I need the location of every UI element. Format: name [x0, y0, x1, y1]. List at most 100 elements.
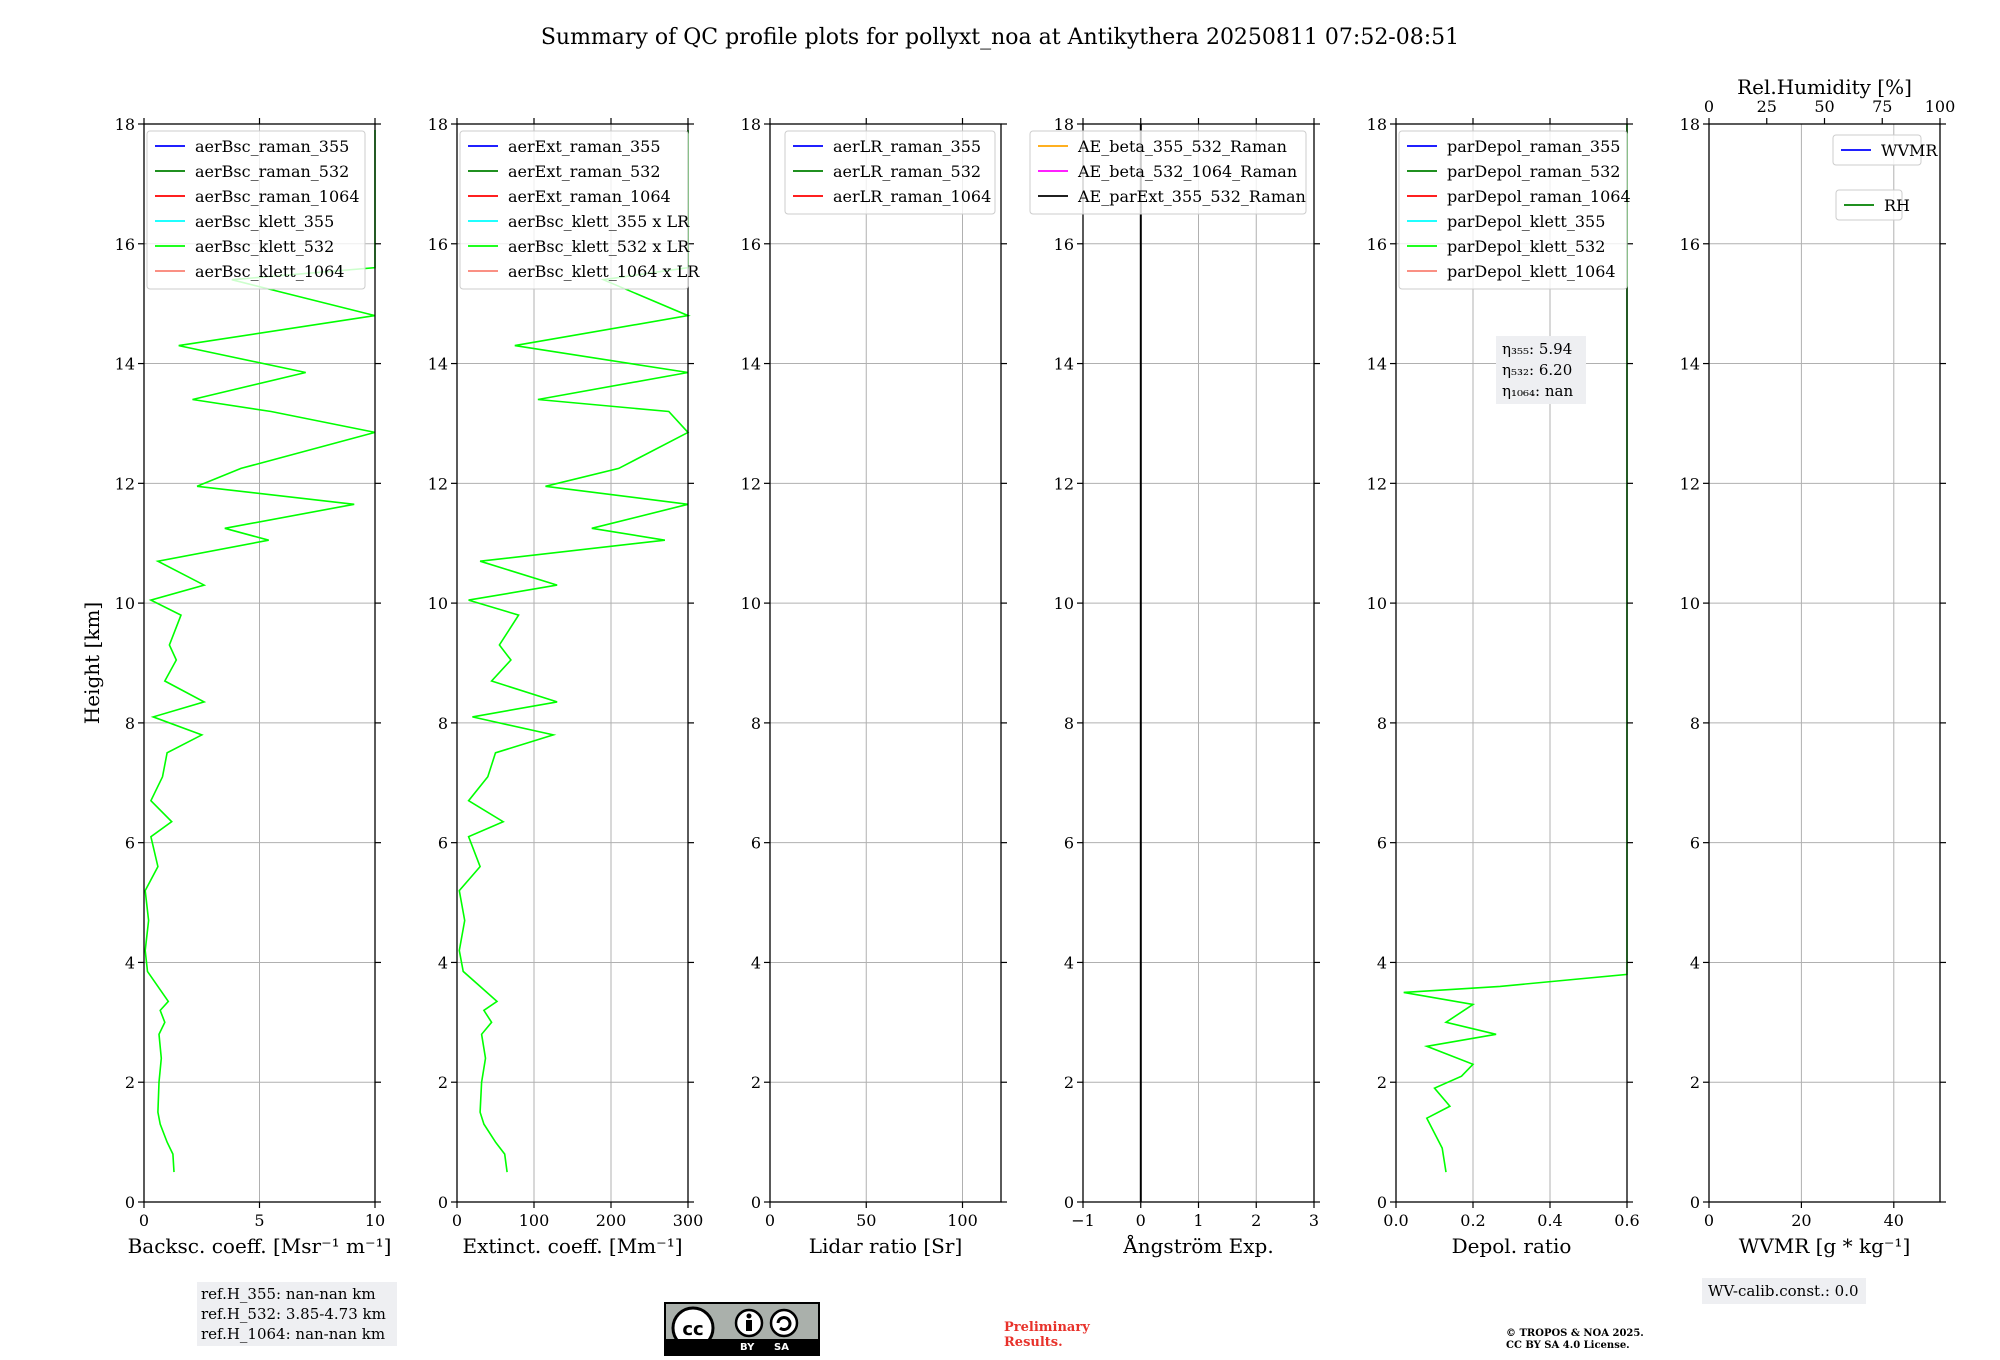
y-tick-label: 2	[1690, 1073, 1700, 1092]
legend-entry: parDepol_raman_355	[1447, 137, 1620, 156]
x2-tick-label: 100	[1925, 97, 1956, 116]
y-tick-label: 10	[741, 594, 761, 613]
y-tick-label: 14	[741, 355, 761, 374]
x-tick-label: 0	[1704, 1211, 1714, 1230]
legend-entry: aerBsc_klett_532 x LR	[508, 237, 690, 256]
x-tick-label: 100	[947, 1211, 978, 1230]
x2-axis-label: Rel.Humidity [%]	[1737, 75, 1912, 99]
y-tick-label: 14	[115, 355, 135, 374]
x-tick-label: 2	[1251, 1211, 1261, 1230]
wv-calibration-box: WV-calib.const.: 0.0	[1702, 1278, 1866, 1304]
legend-entry: aerLR_raman_355	[833, 137, 981, 156]
y-tick-label: 2	[438, 1073, 448, 1092]
y-tick-label: 8	[125, 714, 135, 733]
x-axis-label: Lidar ratio [Sr]	[809, 1234, 963, 1258]
legend-entry: parDepol_klett_532	[1447, 237, 1605, 256]
preliminary-line-2: Results.	[1004, 1335, 1063, 1350]
y-tick-label: 12	[1680, 474, 1700, 493]
legend: aerBsc_raman_355 aerBsc_raman_532 aerBsc_r…	[146, 130, 366, 290]
copyright-line-1: © TROPOS & NOA 2025.	[1506, 1328, 1644, 1339]
legend-box	[1398, 130, 1628, 290]
y-tick-label: 14	[1680, 355, 1700, 374]
y-tick-label: 12	[428, 474, 448, 493]
legend-entry: aerBsc_raman_1064	[195, 187, 360, 206]
legend-entry: parDepol_klett_355	[1447, 212, 1605, 231]
x-tick-label: 0	[1136, 1211, 1146, 1230]
x-axis-label: Depol. ratio	[1452, 1234, 1572, 1258]
depol-annotation-line: η₅₃₂: 6.20	[1502, 361, 1572, 379]
legend-entry: aerBsc_raman_532	[195, 162, 349, 181]
y-tick-label: 8	[751, 714, 761, 733]
y-tick-label: 14	[428, 355, 448, 374]
grid-lines	[1708, 123, 1940, 1203]
y-tick-label: 14	[1054, 355, 1074, 374]
legend-entry: parDepol_klett_1064	[1447, 262, 1616, 281]
legend-entry: aerExt_raman_1064	[508, 187, 671, 206]
y-tick-label: 18	[428, 115, 448, 134]
legend-entry: aerBsc_klett_355 x LR	[508, 212, 690, 231]
y-tick-label: 0	[1690, 1193, 1700, 1212]
depol-annotation-line: η₃₅₅: 5.94	[1502, 340, 1572, 358]
x-tick-label: 50	[856, 1211, 876, 1230]
copyright-line-2: CC BY SA 4.0 License.	[1506, 1340, 1630, 1351]
series-line-parDepol_klett_532	[1403, 124, 1628, 1173]
x-tick-label: 300	[673, 1211, 704, 1230]
legend-entry: AE_beta_532_1064_Raman	[1077, 162, 1297, 181]
y-tick-label: 6	[438, 834, 448, 853]
y-tick-label: 10	[428, 594, 448, 613]
x-tick-label: −1	[1071, 1211, 1095, 1230]
y-tick-label: 0	[438, 1193, 448, 1212]
legend-entry: aerBsc_raman_355	[195, 137, 349, 156]
y-tick-label: 6	[751, 834, 761, 853]
ref-height-1064: ref.H_1064: nan-nan km	[201, 1325, 386, 1343]
x2-tick-label: 25	[1757, 97, 1777, 116]
depol-annotation-box	[1496, 336, 1586, 404]
legend-box	[784, 130, 996, 215]
cc-sa-label: SA	[774, 1342, 789, 1353]
y-tick-label: 4	[751, 953, 761, 972]
y-tick-label: 4	[1377, 953, 1387, 972]
x2-tick-label: 0	[1704, 97, 1714, 116]
y-tick-label: 6	[1064, 834, 1074, 853]
copyright-note: © TROPOS & NOA 2025. CC BY SA 4.0 Licens…	[1506, 1328, 1644, 1352]
x-axis-label: WVMR [g * kg⁻¹]	[1739, 1234, 1911, 1258]
y-tick-label: 16	[1054, 235, 1074, 254]
y-tick-label: 8	[1064, 714, 1074, 733]
y-tick-label: 2	[751, 1073, 761, 1092]
legend-entry: AE_parExt_355_532_Raman	[1077, 187, 1306, 206]
y-tick-label: 16	[1367, 235, 1387, 254]
chart-panel-3: 0 2 4 6 8 10 12 14 16 18 0 50 100 Lidar ratio [Sr] aer…	[741, 115, 1007, 1258]
y-tick-label: 18	[1367, 115, 1387, 134]
x-tick-label: 0	[452, 1211, 462, 1230]
x-axis-label: Extinct. coeff. [Mm⁻¹]	[462, 1234, 682, 1258]
y-tick-label: 10	[1054, 594, 1074, 613]
y-tick-label: 2	[1064, 1073, 1074, 1092]
y-tick-label: 2	[1377, 1073, 1387, 1092]
chart-panel-5: 0 2 4 6 8 10 12 14 16 18 0.0 0.2 0.4 0.6 Depol. ratio p…	[1367, 115, 1640, 1258]
y-tick-label: 10	[1680, 594, 1700, 613]
y-tick-label: 4	[1064, 953, 1074, 972]
legend-entry: WVMR	[1881, 141, 1938, 160]
y-tick-label: 4	[1690, 953, 1700, 972]
y-tick-label: 0	[751, 1193, 761, 1212]
y-tick-label: 10	[115, 594, 135, 613]
x2-tick-label: 75	[1872, 97, 1892, 116]
y-tick-label: 12	[115, 474, 135, 493]
cc-strip	[666, 1339, 818, 1354]
legend-box	[459, 130, 689, 290]
legend: WVMR RH	[1832, 134, 1938, 221]
legend-entry: aerLR_raman_532	[833, 162, 981, 181]
y-tick-label: 6	[125, 834, 135, 853]
y-tick-label: 16	[1680, 235, 1700, 254]
axes-frame	[1708, 123, 1941, 1203]
legend-entry: aerExt_raman_532	[508, 162, 661, 181]
x-axis-label: Backsc. coeff. [Msr⁻¹ m⁻¹]	[128, 1234, 392, 1258]
ref-height-532: ref.H_532: 3.85-4.73 km	[201, 1305, 386, 1323]
axes-frame	[456, 123, 689, 1203]
y-tick-label: 2	[125, 1073, 135, 1092]
x-tick-label: 0.0	[1383, 1211, 1408, 1230]
series-line-aerBsc_klett_532 x LR	[458, 130, 691, 1173]
chart-panel-1: 0 2 4 6 8 10 12 14 16 18 0 5 10 Backsc. coeff. [Msr⁻¹…	[80, 115, 391, 1258]
y-tick-label: 4	[125, 953, 135, 972]
depol-annotation-line: η₁₀₆₄: nan	[1502, 382, 1573, 400]
